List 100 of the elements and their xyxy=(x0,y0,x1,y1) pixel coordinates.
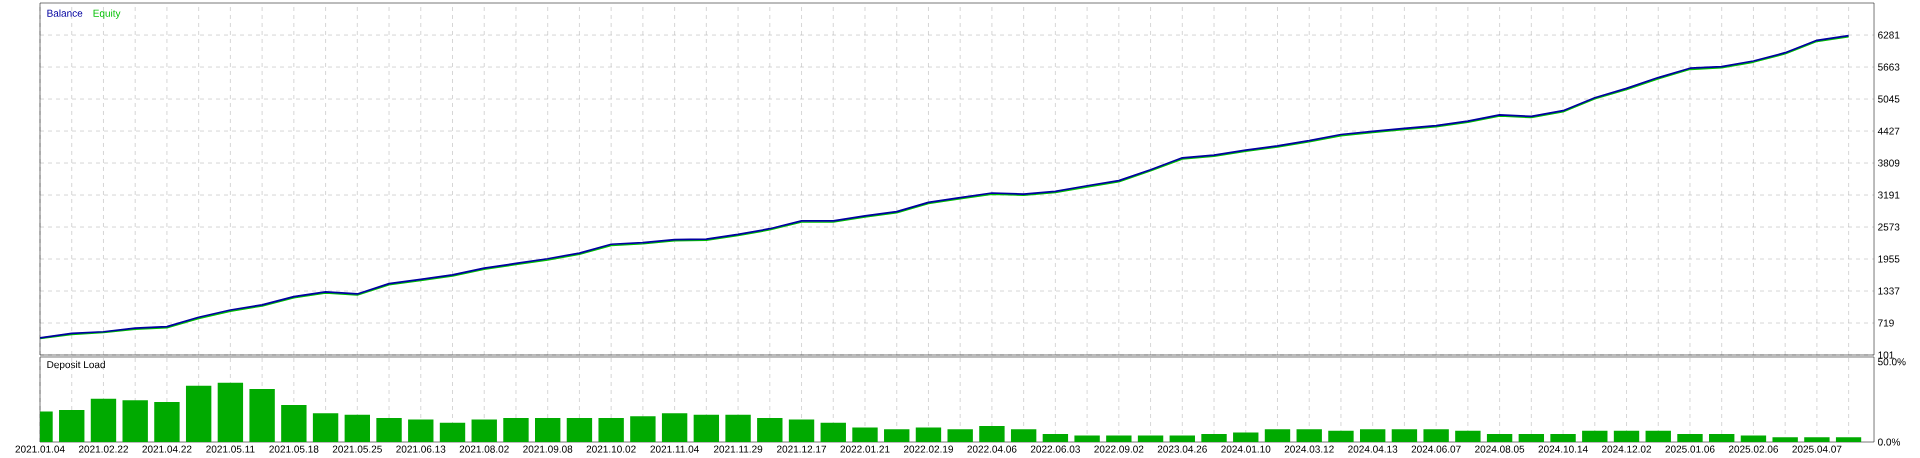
x-tick-label: 2022.04.06 xyxy=(967,445,1017,453)
bar xyxy=(1106,435,1132,442)
bar xyxy=(1169,435,1195,442)
bar xyxy=(1582,430,1608,442)
bar xyxy=(979,425,1005,442)
bar xyxy=(566,417,593,442)
text: Equity xyxy=(93,9,121,19)
bar xyxy=(535,417,561,442)
x-tick-label: 2025.04.07 xyxy=(1792,445,1842,453)
y-tick-label: 5663 xyxy=(1878,63,1900,71)
x-tick-label: 2022.02.19 xyxy=(903,445,953,453)
y-tick-label: 3809 xyxy=(1877,159,1900,167)
bar xyxy=(1010,429,1037,442)
y-tick-label: 0.0% xyxy=(1878,438,1901,446)
x-tick-label: 2021.11.04 xyxy=(650,445,699,453)
y-tick-label: 1955 xyxy=(1878,255,1900,263)
x-tick-label: 2021.10.02 xyxy=(586,445,636,453)
x-tick-label: 2025.01.06 xyxy=(1665,445,1715,453)
x-tick-label: 2021.06.13 xyxy=(396,445,446,453)
y-tick-label: 101 xyxy=(1878,351,1894,359)
bar xyxy=(1359,429,1386,442)
x-tick-label: 2025.02.06 xyxy=(1728,445,1779,453)
bar xyxy=(1328,430,1354,442)
bar xyxy=(1518,433,1545,442)
x-tick-label: 2021.05.18 xyxy=(269,445,319,453)
bar xyxy=(185,385,212,442)
x-tick-label: 2024.03.12 xyxy=(1284,445,1334,453)
bar xyxy=(598,417,624,442)
x-tick-label: 2021.08.02 xyxy=(459,445,509,453)
bar xyxy=(439,422,466,442)
y-tick-label: 1337 xyxy=(1878,287,1900,295)
x-tick-label: 2021.02.22 xyxy=(78,445,128,453)
bar xyxy=(1137,435,1164,442)
x-tick-label: 2022.01.21 xyxy=(840,445,890,453)
y-tick-label: 6281 xyxy=(1878,31,1900,39)
bar xyxy=(312,413,339,442)
x-tick-label: 2021.05.11 xyxy=(206,445,255,453)
bar xyxy=(852,427,878,442)
bar xyxy=(1042,433,1069,442)
bar xyxy=(1740,435,1767,442)
bar xyxy=(1677,433,1703,442)
x-tick-label: 2024.06.07 xyxy=(1411,445,1461,453)
x-tick-label: 2023.04.26 xyxy=(1157,445,1207,453)
x-tick-label: 2022.09.02 xyxy=(1094,445,1144,453)
bar xyxy=(1074,435,1100,442)
bar xyxy=(1201,433,1227,442)
y-tick-label: 50.0% xyxy=(1878,358,1906,366)
bar xyxy=(1486,433,1513,442)
x-tick-label: 2024.10.14 xyxy=(1538,445,1588,453)
x-tick-label: 2022.06.03 xyxy=(1030,445,1080,453)
bar xyxy=(1264,429,1291,442)
bar xyxy=(1835,437,1862,442)
bar xyxy=(1550,433,1576,442)
bar xyxy=(630,416,656,442)
bar xyxy=(1296,429,1322,442)
y-tick-label: 719 xyxy=(1878,319,1894,327)
bar xyxy=(59,409,85,442)
bar xyxy=(249,389,275,442)
y-tick-label: 3191 xyxy=(1877,191,1900,199)
bar xyxy=(376,417,402,442)
x-tick-label: 2021.12.17 xyxy=(777,445,827,453)
bar xyxy=(757,417,783,442)
bar xyxy=(1645,430,1671,442)
text: Balance xyxy=(47,9,83,17)
y-tick-label: 4427 xyxy=(1877,127,1900,135)
x-tick-label: 2021.05.25 xyxy=(332,445,382,453)
y-tick-label: 5045 xyxy=(1878,95,1900,103)
bar xyxy=(947,429,973,442)
bar xyxy=(281,405,307,442)
bar xyxy=(1233,432,1259,442)
bar xyxy=(725,414,751,442)
bar xyxy=(154,401,180,442)
bar xyxy=(1772,437,1798,442)
bar xyxy=(661,413,688,442)
bar xyxy=(693,414,720,442)
x-tick-label: 2021.09.08 xyxy=(523,445,573,453)
bar xyxy=(1613,430,1640,442)
bar xyxy=(1391,429,1418,442)
x-tick-label: 2021.11.29 xyxy=(713,445,763,453)
bar xyxy=(344,414,370,442)
bar xyxy=(915,427,942,442)
chart-title: Deposit Load xyxy=(47,360,105,371)
x-tick-label: 2021.04.22 xyxy=(142,445,192,453)
x-tick-label: 2024.08.05 xyxy=(1475,445,1525,453)
bar xyxy=(884,429,910,442)
x-tick-label: 2021.01.04 xyxy=(15,445,65,453)
bar xyxy=(1423,429,1449,442)
bar xyxy=(471,419,497,442)
bar xyxy=(122,400,148,442)
bar xyxy=(1709,433,1735,442)
x-tick-label: 2024.04.13 xyxy=(1348,445,1398,453)
x-tick-label: 2024.01.10 xyxy=(1221,445,1271,453)
y-tick-label: 2573 xyxy=(1878,223,1900,231)
bar xyxy=(788,419,815,442)
bar xyxy=(1455,430,1481,442)
bar xyxy=(503,417,529,442)
bar xyxy=(217,382,244,442)
bar xyxy=(408,419,434,442)
bar xyxy=(1804,437,1830,442)
bar xyxy=(820,422,846,442)
